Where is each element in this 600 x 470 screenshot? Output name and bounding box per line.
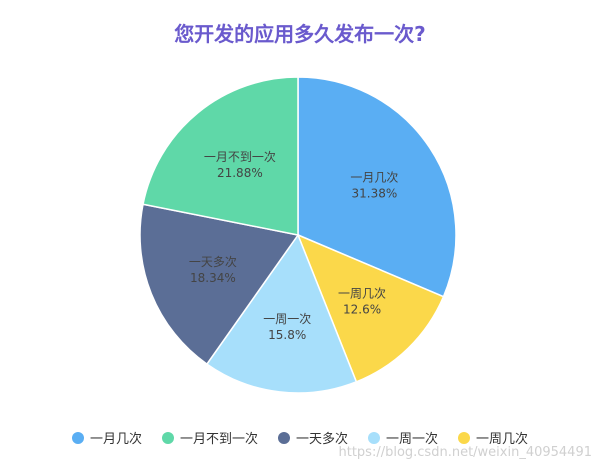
chart-title: 您开发的应用多久发布一次?	[174, 22, 426, 46]
slice-percent-label-3: 18.34%	[190, 271, 236, 285]
legend-dot-icon	[161, 431, 174, 444]
slice-percent-label-0: 31.38%	[352, 186, 398, 200]
pie-slice-3	[139, 203, 300, 366]
legend-dot-icon	[368, 431, 380, 444]
slice-category-label-3: 一天多次	[189, 255, 237, 269]
legend-item-4[interactable]: 一周几次	[458, 428, 528, 447]
slice-percent-label-4: 21.88%	[217, 166, 263, 180]
watermark-text: https://blog.csdn.net/weixin_40954491	[338, 445, 592, 460]
slice-percent-label-1: 12.6%	[343, 303, 381, 317]
pie-slice-1	[296, 233, 445, 383]
legend-label: 一月几次	[89, 432, 142, 447]
legend-item-2[interactable]: 一天多次	[277, 428, 348, 447]
legend-label: 一天多次	[295, 432, 348, 447]
legend-label: 一周几次	[476, 432, 529, 447]
legend-item-3[interactable]: 一周一次	[368, 428, 438, 447]
legend-dot-icon	[71, 431, 84, 444]
slice-category-label-1: 一周几次	[338, 287, 386, 301]
slice-category-label-2: 一周一次	[263, 312, 311, 326]
pie-slice-4	[142, 76, 299, 236]
pie-slice-2	[205, 233, 358, 394]
legend-dot-icon	[277, 431, 290, 444]
slice-percent-label-2: 15.8%	[268, 328, 306, 342]
legend-item-0[interactable]: 一月几次	[71, 428, 142, 447]
legend-item-1[interactable]: 一月不到一次	[161, 428, 258, 447]
legend-dot-icon	[458, 431, 471, 444]
legend: 一月几次 一月不到一次 一天多次 一周一次 一周几次	[0, 428, 600, 447]
legend-label: 一周一次	[386, 432, 439, 447]
slice-category-label-0: 一月几次	[350, 170, 398, 184]
slice-category-label-4: 一月不到一次	[204, 150, 276, 164]
pie-slice-0	[297, 76, 457, 298]
legend-label: 一月不到一次	[179, 432, 258, 447]
